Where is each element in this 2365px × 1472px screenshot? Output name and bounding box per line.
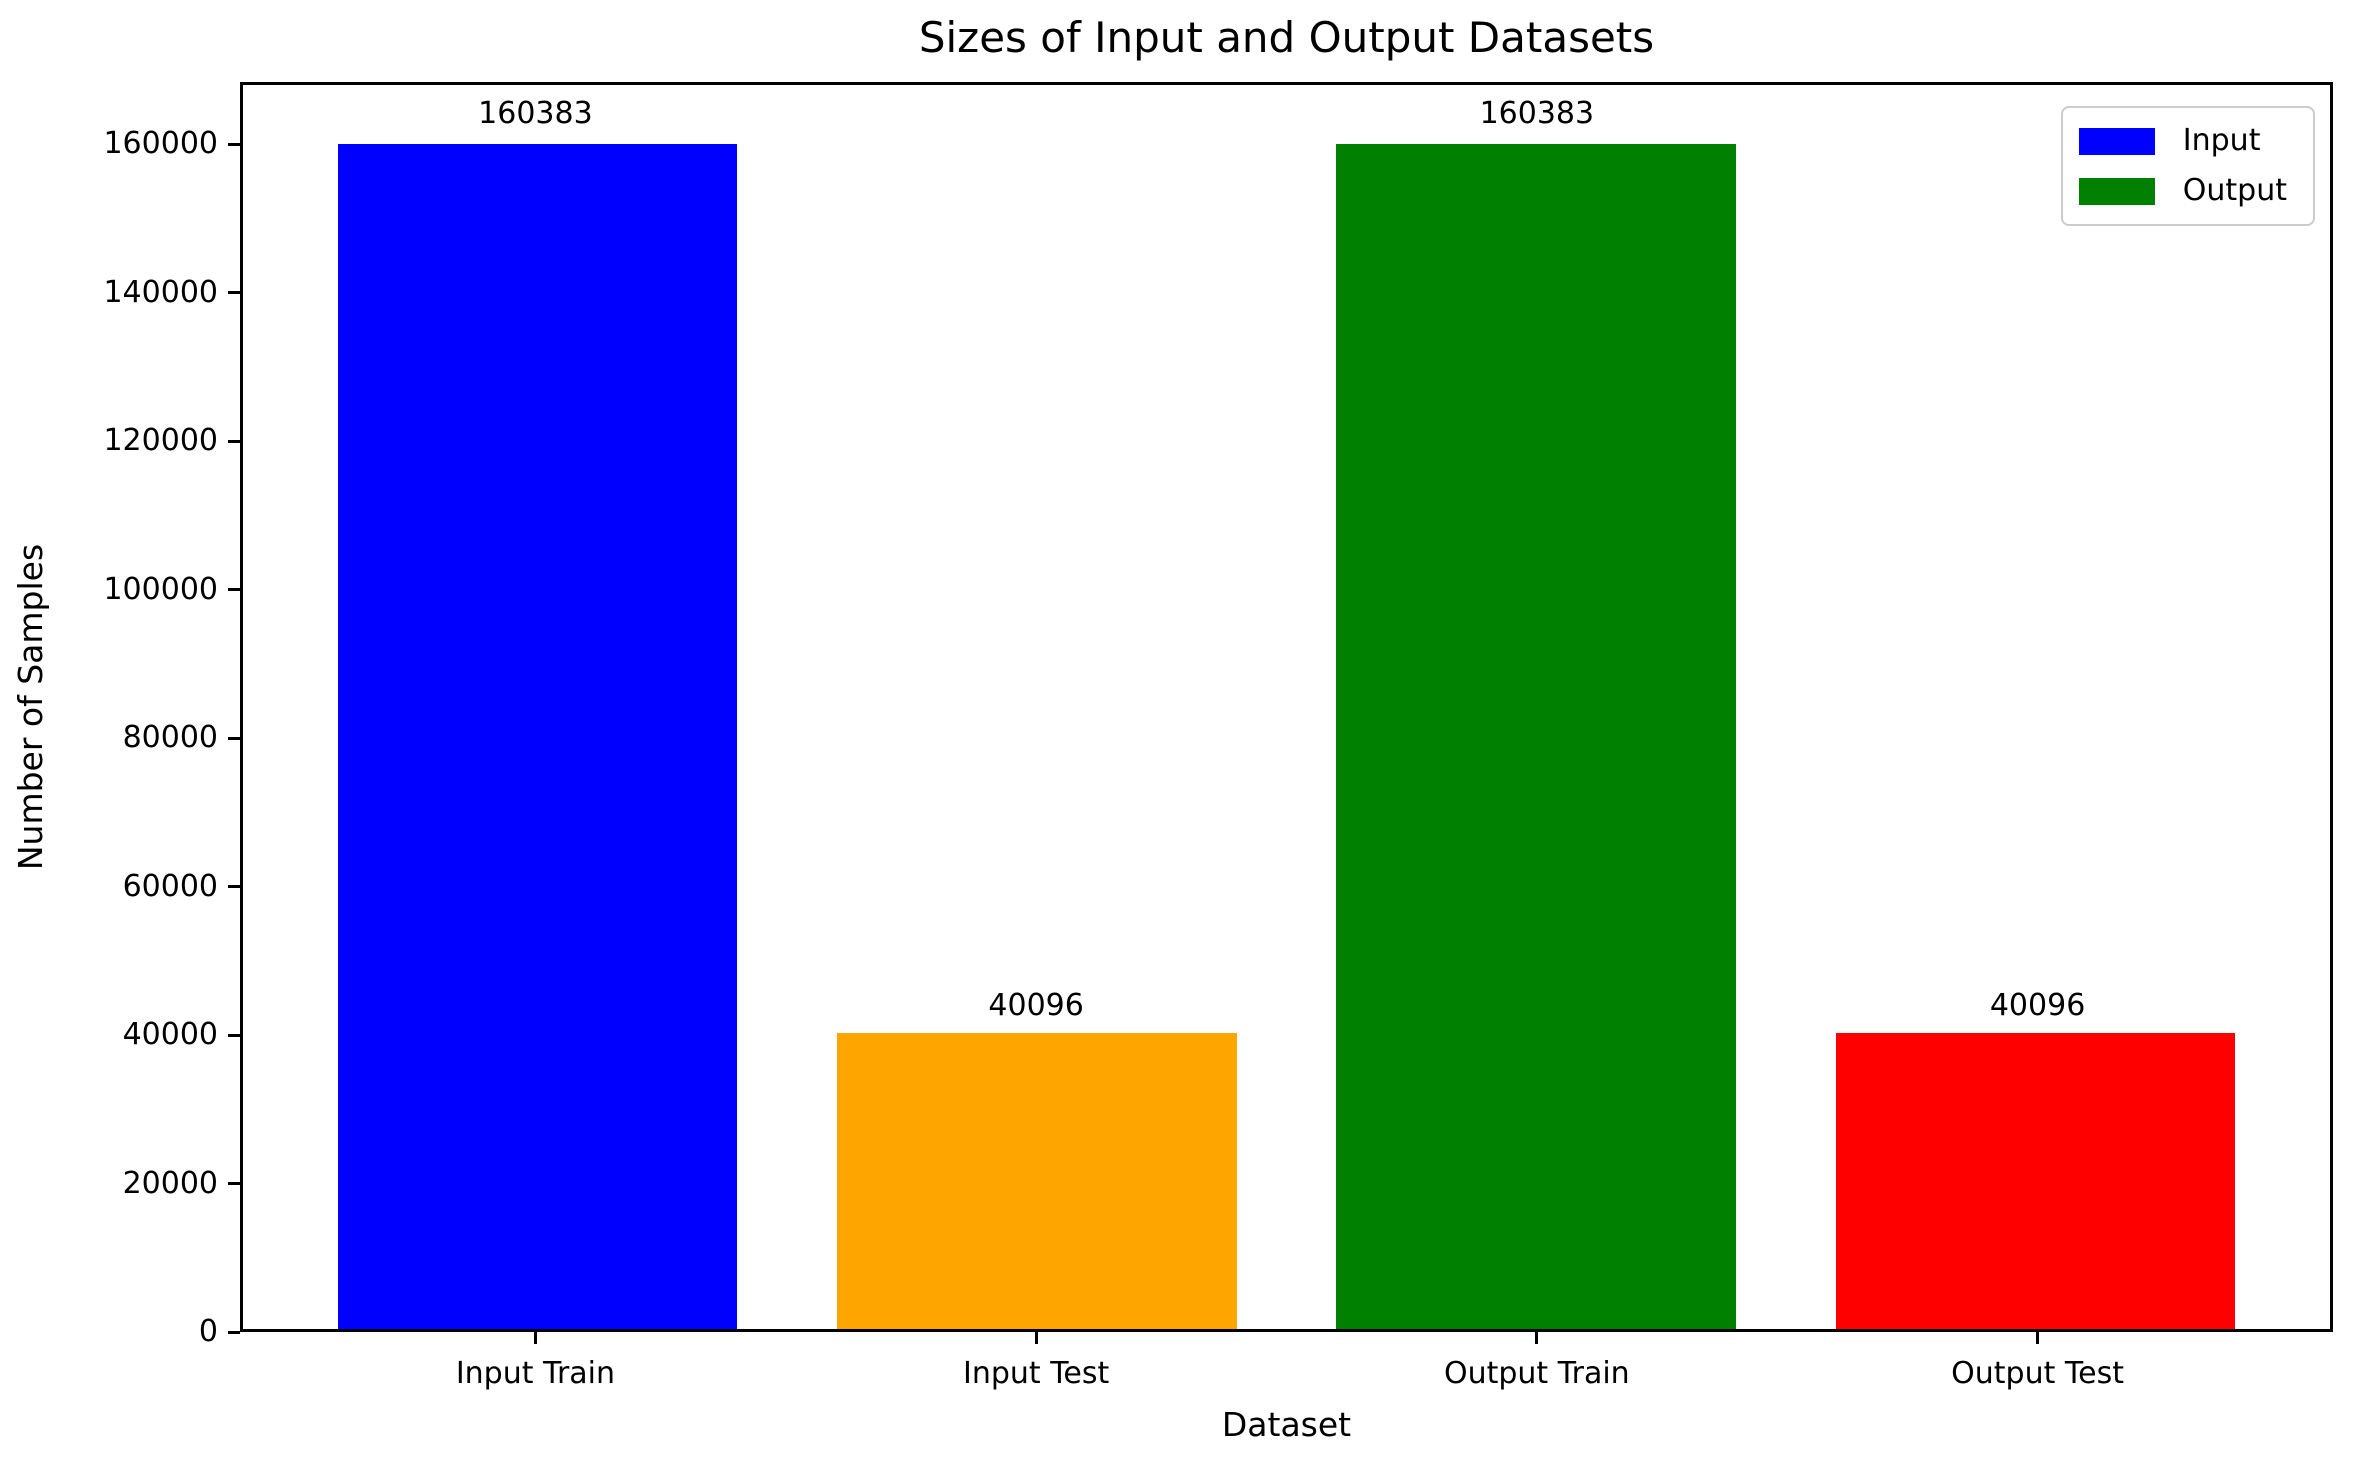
y-tick-label: 60000 <box>122 868 218 904</box>
y-tick-mark <box>228 736 240 740</box>
x-tick-mark <box>2036 1332 2040 1344</box>
y-tick-label: 120000 <box>103 423 218 459</box>
bar-value-label-input-train: 160383 <box>478 95 593 131</box>
legend-label-input: Input <box>2182 123 2261 158</box>
y-tick-label: 0 <box>198 1314 218 1349</box>
bars-layer <box>243 85 2330 1329</box>
legend-swatch-output <box>2078 177 2155 205</box>
x-tick-label-output-test: Output Test <box>1951 1356 2124 1391</box>
plot-area: Input Output <box>240 82 2333 1332</box>
bar-value-label-input-test: 40096 <box>988 988 1084 1024</box>
y-tick-label: 160000 <box>103 126 218 162</box>
y-tick-label: 20000 <box>122 1165 218 1201</box>
y-tick-mark <box>228 1330 240 1334</box>
legend-entry-input: Input <box>2078 123 2287 158</box>
y-tick-mark <box>228 1182 240 1186</box>
bar-input-test <box>837 1032 1237 1329</box>
y-tick-label: 80000 <box>122 720 218 756</box>
x-tick-mark <box>1535 1332 1539 1344</box>
y-tick-label: 40000 <box>122 1017 218 1053</box>
y-tick-mark <box>228 885 240 889</box>
x-tick-label-input-test: Input Test <box>962 1356 1110 1391</box>
y-tick-label: 100000 <box>103 571 218 607</box>
x-tick-label-input-train: Input Train <box>455 1356 616 1391</box>
bar-value-label-output-train: 160383 <box>1479 95 1595 131</box>
y-tick-mark <box>228 142 240 146</box>
legend-entry-output: Output <box>2078 173 2287 208</box>
legend: Input Output <box>2060 106 2315 226</box>
x-tick-mark <box>1034 1332 1038 1344</box>
y-tick-label: 140000 <box>103 274 218 310</box>
y-tick-mark <box>228 588 240 592</box>
legend-swatch-input <box>2078 127 2155 155</box>
bar-output-test <box>1835 1032 2236 1329</box>
chart-title: Sizes of Input and Output Datasets <box>918 13 1655 62</box>
x-axis-label: Dataset <box>1221 1405 1352 1444</box>
y-tick-mark <box>228 439 240 443</box>
x-tick-label-output-train: Output Train <box>1443 1356 1630 1391</box>
legend-label-output: Output <box>2182 173 2287 208</box>
bar-input-train <box>337 144 738 1329</box>
bar-value-label-output-test: 40096 <box>1989 988 2086 1024</box>
x-tick-mark <box>533 1332 537 1344</box>
y-tick-mark <box>228 291 240 295</box>
y-tick-mark <box>228 1033 240 1037</box>
bar-output-train <box>1336 144 1736 1329</box>
